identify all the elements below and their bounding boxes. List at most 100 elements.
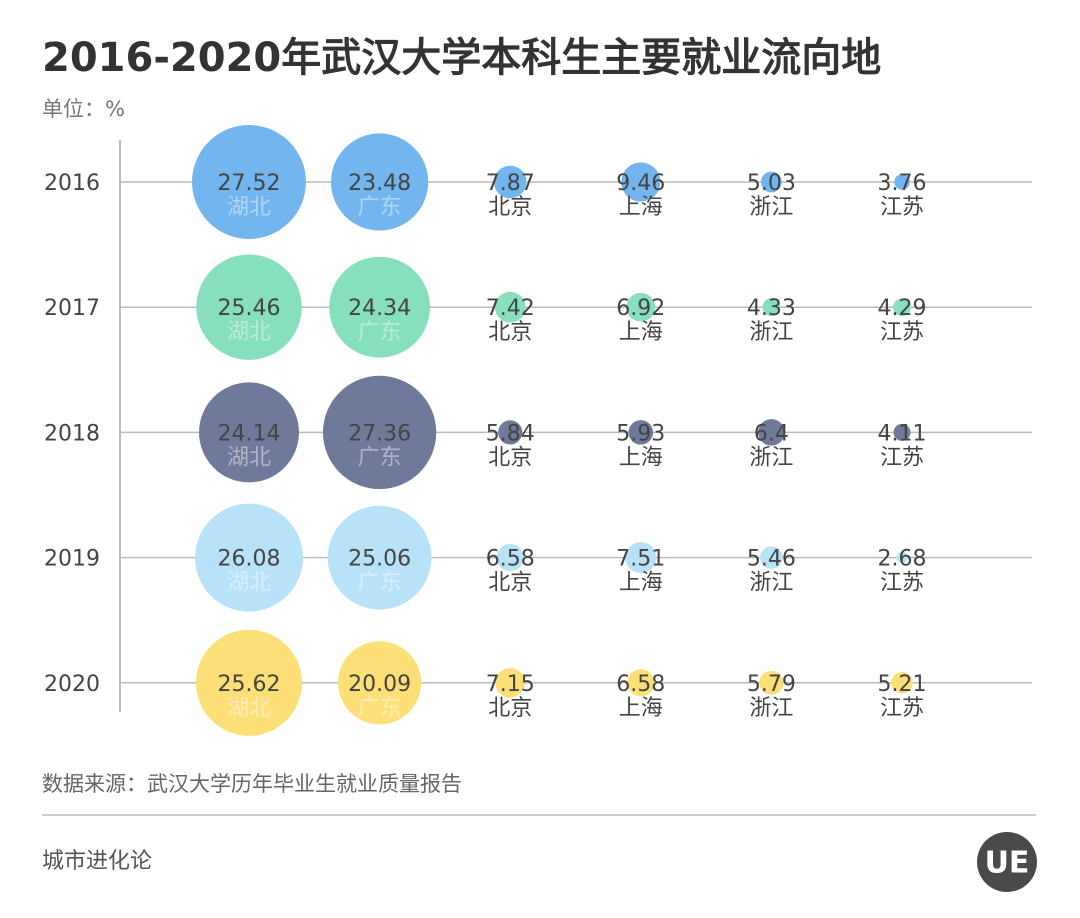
- value-label: 25.06: [348, 547, 411, 572]
- unit-label: 单位：%: [42, 97, 125, 121]
- bubble: [760, 546, 783, 569]
- bubble: [627, 669, 655, 697]
- category-label: 北京: [488, 320, 532, 345]
- bubble: [758, 419, 785, 446]
- value-label: 5.93: [616, 421, 665, 446]
- category-label: 广东: [358, 696, 402, 721]
- value-label: 24.34: [348, 296, 411, 321]
- bubble: [896, 552, 908, 564]
- value-label: 27.52: [218, 171, 281, 196]
- value-label: 5.84: [486, 421, 535, 446]
- category-label: 广东: [358, 195, 402, 220]
- category-label: 浙江: [749, 445, 793, 470]
- value-label: 25.46: [218, 296, 281, 321]
- category-label: 湖北: [227, 320, 271, 345]
- bubble: [626, 292, 656, 322]
- value-label: 5.21: [878, 672, 927, 697]
- category-label: 湖北: [227, 195, 271, 220]
- source: 数据来源：武汉大学历年毕业生就业质量报告: [42, 772, 462, 796]
- category-label: 北京: [488, 696, 532, 721]
- y-tick-label: 2018: [44, 421, 100, 446]
- bubble: [759, 670, 784, 695]
- category-label: 北京: [488, 445, 532, 470]
- value-label: 7.51: [616, 547, 665, 572]
- value-label: 25.62: [218, 672, 281, 697]
- bubble: [625, 542, 657, 574]
- category-label: 湖北: [227, 571, 271, 596]
- bubble: [495, 667, 526, 698]
- category-label: 广东: [358, 320, 402, 345]
- value-label: 2.68: [878, 547, 927, 572]
- value-label: 4.33: [747, 296, 796, 321]
- bubble: [894, 174, 910, 190]
- bubble: [195, 629, 303, 736]
- category-label: 江苏: [880, 696, 924, 721]
- bubble: [338, 641, 422, 725]
- value-label: 6.92: [616, 296, 665, 321]
- category-label: 广东: [358, 445, 402, 470]
- y-tick-label: 2020: [44, 672, 100, 697]
- category-label: 江苏: [880, 571, 924, 596]
- bubble: [762, 298, 781, 317]
- value-label: 6.58: [486, 547, 535, 572]
- category-label: 江苏: [880, 320, 924, 345]
- bubble: [893, 298, 911, 317]
- category-label: 上海: [619, 320, 663, 345]
- value-label: 5.79: [747, 672, 796, 697]
- category-label: 北京: [488, 195, 532, 220]
- bubble: [628, 420, 654, 445]
- value-label: 23.48: [348, 171, 411, 196]
- category-label: 上海: [619, 696, 663, 721]
- category-label: 浙江: [749, 696, 793, 721]
- value-label: 27.36: [348, 421, 411, 446]
- bubble: [322, 375, 437, 490]
- value-label: 6.4: [754, 421, 789, 446]
- category-label: 湖北: [227, 445, 271, 470]
- category-label: 江苏: [880, 445, 924, 470]
- bubble: [891, 672, 913, 694]
- bubble: [760, 171, 782, 193]
- logo-circle: [977, 832, 1037, 892]
- category-label: 上海: [619, 195, 663, 220]
- bubble: [330, 133, 429, 231]
- logo-text: UE: [985, 846, 1030, 881]
- bubble: [893, 423, 911, 441]
- y-tick-label: 2019: [44, 547, 100, 572]
- category-label: 上海: [619, 445, 663, 470]
- category-label: 浙江: [749, 320, 793, 345]
- category-label: 浙江: [749, 195, 793, 220]
- value-label: 24.14: [218, 421, 281, 446]
- value-label: 5.03: [747, 171, 796, 196]
- category-label: 北京: [488, 571, 532, 596]
- value-label: 7.42: [486, 296, 535, 321]
- bubble: [493, 165, 527, 199]
- value-label: 7.87: [486, 171, 535, 196]
- category-label: 上海: [619, 571, 663, 596]
- value-label: 3.76: [878, 171, 927, 196]
- value-label: 20.09: [348, 672, 411, 697]
- bubble: [621, 162, 661, 202]
- bubble: [327, 505, 432, 610]
- chart-title: 2016-2020年武汉大学本科生主要就业流向地: [42, 35, 881, 81]
- bubble: [494, 291, 526, 323]
- bubble: [196, 254, 302, 360]
- category-label: 浙江: [749, 571, 793, 596]
- value-label: 7.15: [486, 672, 535, 697]
- value-label: 9.46: [616, 171, 665, 196]
- y-tick-label: 2016: [44, 171, 100, 196]
- footer: 城市进化论: [42, 849, 152, 874]
- value-label: 4.11: [878, 421, 927, 446]
- category-label: 江苏: [880, 195, 924, 220]
- bubble: [496, 543, 524, 572]
- value-label: 4.29: [878, 296, 927, 321]
- category-label: 广东: [358, 571, 402, 596]
- y-tick-label: 2017: [44, 296, 100, 321]
- bubble: [329, 256, 430, 358]
- bubble: [192, 125, 306, 239]
- bubble: [199, 382, 299, 483]
- value-label: 6.58: [616, 672, 665, 697]
- value-label: 5.46: [747, 547, 796, 572]
- value-label: 26.08: [218, 547, 281, 572]
- bubble: [195, 503, 303, 612]
